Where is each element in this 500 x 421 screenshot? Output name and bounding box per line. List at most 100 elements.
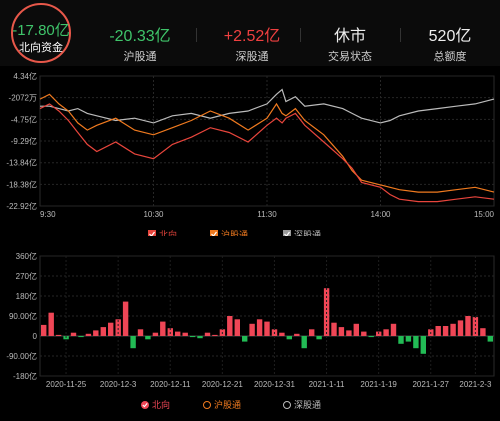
bar[interactable]: [279, 332, 285, 336]
series-line-沪股通[interactable]: [39, 93, 495, 193]
bar[interactable]: [70, 332, 77, 336]
divider: [400, 28, 401, 42]
bar[interactable]: [130, 336, 136, 349]
bar[interactable]: [152, 332, 159, 336]
bar[interactable]: [442, 326, 449, 336]
bar[interactable]: [100, 327, 106, 336]
bar[interactable]: [309, 329, 315, 336]
bar[interactable]: [368, 336, 374, 338]
legend-label: 沪股通: [214, 399, 241, 410]
bar[interactable]: [122, 301, 129, 336]
bar[interactable]: [435, 326, 441, 336]
bar[interactable]: [457, 320, 464, 336]
bar[interactable]: [55, 334, 62, 336]
legend-label: 北向: [159, 229, 177, 236]
stat-label: 交易状态: [328, 51, 372, 63]
bar[interactable]: [197, 336, 203, 339]
bar[interactable]: [301, 336, 307, 349]
bar[interactable]: [353, 323, 359, 336]
legend-swatch: [283, 230, 291, 236]
daily-flow-bar-chart[interactable]: 360亿 270亿 180亿 90.00亿 0 -90.00亿 -180亿 2020-11-2…: [0, 236, 500, 421]
bar[interactable]: [189, 336, 196, 338]
bar[interactable]: [286, 336, 292, 340]
trading-status-stat[interactable]: 休市 交易状态: [300, 0, 400, 66]
bar[interactable]: [227, 316, 233, 336]
legend-item-北向[interactable]: 北向: [141, 399, 170, 410]
legend-label: 沪股通: [221, 229, 248, 236]
legend-item-深股通[interactable]: 深股通: [283, 400, 322, 410]
bar[interactable]: [487, 336, 493, 342]
check-icon: [142, 403, 148, 408]
series-line-深股通[interactable]: [40, 88, 495, 124]
legend-swatch: [283, 401, 291, 409]
bar[interactable]: [316, 336, 322, 340]
bar[interactable]: [264, 321, 270, 336]
bar[interactable]: [249, 323, 255, 336]
legend-label: 深股通: [294, 400, 321, 410]
legend-swatch: [210, 230, 218, 236]
bar[interactable]: [78, 336, 84, 338]
bar[interactable]: [450, 323, 456, 336]
y-tick-label: -4.75亿: [11, 114, 37, 124]
x-tick-label: 2020-11-25: [46, 380, 87, 389]
legend-item-沪股通[interactable]: 沪股通: [210, 229, 248, 236]
x-tick-label: 2020-12-11: [150, 380, 191, 389]
bar[interactable]: [390, 323, 397, 336]
legend-swatch: [148, 230, 156, 236]
bar[interactable]: [420, 336, 426, 354]
stat-label: 深股通: [235, 51, 269, 63]
bar[interactable]: [383, 329, 389, 336]
y-tick-label: -90.00亿: [6, 351, 37, 361]
bar[interactable]: [465, 316, 471, 336]
bar[interactable]: [204, 332, 211, 336]
bar[interactable]: [361, 331, 367, 336]
bar[interactable]: [182, 332, 188, 336]
x-tick-label: 11:30: [257, 210, 277, 219]
bar[interactable]: [234, 319, 240, 336]
check-icon: [284, 231, 290, 236]
northbound-total-stat[interactable]: -17.80亿 北向资金: [8, 0, 74, 66]
legend-item-北向[interactable]: 北向: [148, 229, 177, 236]
total-quota-stat[interactable]: 520亿 总额度: [400, 0, 500, 66]
bar[interactable]: [48, 312, 54, 336]
stats-header: -17.80亿 北向资金 -20.33亿 沪股通 +2.52亿 深股通 休市 交…: [0, 0, 500, 66]
legend-item-深股通[interactable]: 深股通: [283, 230, 321, 236]
bar[interactable]: [242, 336, 248, 342]
bar[interactable]: [338, 327, 345, 336]
bar[interactable]: [85, 333, 92, 336]
bar[interactable]: [212, 334, 218, 336]
bar[interactable]: [405, 336, 412, 342]
intraday-flow-chart[interactable]: 4.34亿 -2072万 -4.75亿 -9.29亿 -13.84亿 -18.38亿 -22…: [0, 66, 500, 236]
y-tick-label: -9.29亿: [11, 136, 37, 146]
x-tick-label: 2020-12-21: [202, 380, 243, 389]
stat-label: 沪股通: [123, 51, 157, 63]
bar[interactable]: [160, 321, 166, 336]
bar[interactable]: [472, 317, 479, 336]
bar[interactable]: [137, 329, 144, 336]
bar[interactable]: [175, 331, 181, 336]
series-line-北向[interactable]: [39, 103, 495, 203]
legend-item-沪股通[interactable]: 沪股通: [203, 399, 242, 410]
bar[interactable]: [256, 319, 263, 336]
x-tick-label: 2021-1-27: [412, 380, 449, 389]
bar[interactable]: [346, 330, 352, 336]
bar[interactable]: [398, 336, 404, 344]
bar[interactable]: [41, 324, 47, 336]
bar[interactable]: [115, 319, 121, 336]
bar[interactable]: [294, 333, 300, 336]
bar[interactable]: [108, 322, 114, 336]
bar[interactable]: [93, 330, 99, 336]
x-tick-label: 14:00: [370, 210, 391, 219]
y-tick-label: 0: [33, 332, 38, 341]
x-tick-label: 9:30: [40, 210, 56, 219]
bar[interactable]: [145, 336, 151, 340]
legend-swatch: [141, 401, 149, 409]
shanghai-connect-stat[interactable]: -20.33亿 沪股通: [90, 0, 190, 66]
bar[interactable]: [480, 328, 486, 336]
x-tick-label: 10:30: [143, 210, 164, 219]
x-tick-label: 15:00: [474, 210, 495, 219]
bar[interactable]: [331, 322, 337, 336]
y-tick-label: 4.34亿: [13, 71, 37, 81]
shenzhen-connect-stat[interactable]: +2.52亿 深股通: [192, 0, 312, 66]
bar[interactable]: [413, 336, 419, 349]
